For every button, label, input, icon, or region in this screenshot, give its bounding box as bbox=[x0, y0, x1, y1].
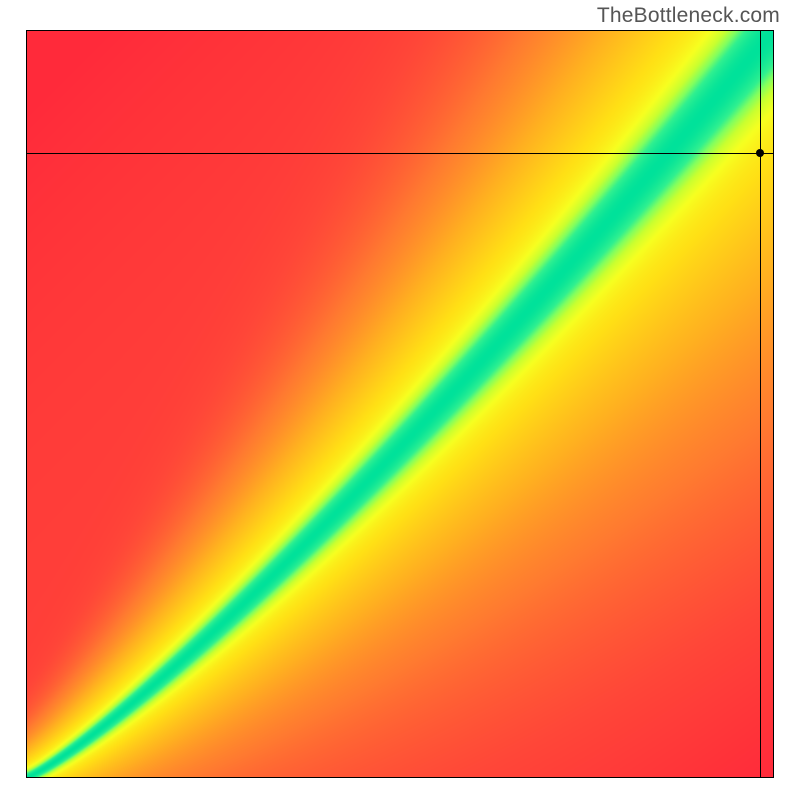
watermark-text: TheBottleneck.com bbox=[597, 4, 780, 28]
crosshair-horizontal bbox=[26, 153, 774, 154]
crosshair-vertical bbox=[760, 30, 761, 778]
heatmap-plot bbox=[26, 30, 774, 778]
crosshair-dot bbox=[756, 149, 764, 157]
heatmap-canvas bbox=[26, 30, 774, 778]
